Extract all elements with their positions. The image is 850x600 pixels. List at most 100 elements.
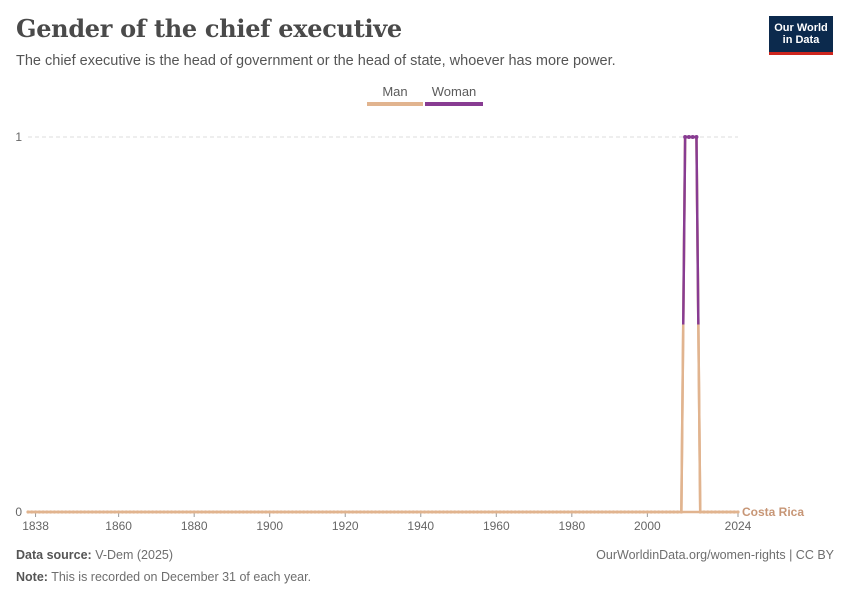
data-point-man — [668, 510, 672, 514]
data-point-man — [475, 510, 480, 514]
legend-item-man[interactable]: Man — [367, 84, 423, 106]
data-point-man — [619, 510, 623, 514]
chart-note: Note: This is recorded on December 31 of… — [16, 570, 311, 584]
data-point-man — [479, 510, 483, 514]
data-point-man — [509, 510, 514, 514]
chart-marks — [26, 135, 740, 514]
data-point-man — [313, 510, 317, 514]
data-point-man — [709, 510, 714, 514]
data-point-man — [551, 510, 555, 514]
data-point-man — [713, 510, 717, 514]
data-point-man — [219, 510, 223, 514]
data-point-man — [732, 510, 736, 514]
data-point-man — [336, 510, 340, 514]
data-point-man — [320, 510, 325, 514]
data-point-man — [203, 510, 208, 514]
data-point-man — [196, 510, 200, 514]
owid-logo[interactable]: Our World in Data — [769, 16, 833, 55]
data-point-man — [407, 510, 412, 514]
x-tick-label: 1880 — [181, 519, 208, 533]
legend-item-woman[interactable]: Woman — [425, 84, 483, 106]
data-point-man — [294, 510, 298, 514]
data-point-man — [64, 510, 68, 514]
data-point-man — [570, 510, 574, 514]
data-point-man — [151, 510, 155, 514]
data-point-man — [543, 510, 547, 514]
data-point-man — [487, 510, 491, 514]
data-point-man — [298, 510, 302, 514]
data-point-man — [271, 510, 276, 514]
data-point-man — [392, 510, 396, 514]
data-point-man — [249, 510, 253, 514]
data-point-man — [540, 510, 544, 514]
data-source-value[interactable]: V-Dem (2025) — [95, 548, 174, 562]
data-point-man — [207, 510, 211, 514]
y-tick-label: 0 — [15, 505, 22, 519]
data-point-man — [641, 510, 646, 514]
data-point-man — [305, 510, 310, 514]
data-point-man — [173, 510, 177, 514]
data-point-man — [728, 510, 733, 514]
data-point-man — [373, 510, 378, 514]
footer-url[interactable]: OurWorldinData.org/women-rights | CC BY — [596, 548, 834, 562]
data-point-man — [388, 510, 393, 514]
data-point-man — [268, 510, 272, 514]
data-point-man — [592, 510, 597, 514]
data-source: Data source: V-Dem (2025) — [16, 548, 173, 562]
data-point-man — [422, 510, 427, 514]
data-point-man — [706, 510, 710, 514]
data-point-man — [101, 510, 106, 514]
data-point-man — [623, 510, 627, 514]
data-point-man — [166, 510, 170, 514]
data-point-man — [33, 510, 38, 514]
data-point-man — [185, 510, 189, 514]
data-point-man — [98, 510, 102, 514]
data-point-man — [607, 510, 612, 514]
logo-line-1: Our World — [774, 22, 828, 34]
data-point-man — [430, 510, 434, 514]
data-point-man — [324, 510, 328, 514]
data-point-man — [381, 510, 385, 514]
data-point-man — [26, 510, 30, 514]
data-point-man — [177, 510, 181, 514]
data-point-man — [370, 510, 374, 514]
data-point-man — [275, 510, 279, 514]
data-point-man — [343, 510, 347, 514]
data-point-man — [577, 510, 581, 514]
data-point-man — [117, 510, 121, 514]
data-point-man — [513, 510, 517, 514]
legend-label-woman: Woman — [431, 84, 477, 99]
data-point-man — [675, 510, 680, 514]
data-point-man — [234, 510, 238, 514]
data-point-man — [426, 510, 430, 514]
data-point-man — [445, 510, 449, 514]
data-point-man — [717, 510, 721, 514]
data-point-man — [638, 510, 642, 514]
data-point-man — [302, 510, 306, 514]
woman-spike-upper — [681, 135, 700, 325]
data-point-man — [200, 510, 204, 514]
data-point-man — [385, 510, 389, 514]
data-point-man — [702, 510, 706, 514]
data-point-man — [279, 510, 283, 514]
data-point-man — [528, 510, 532, 514]
x-tick-label: 1838 — [22, 519, 49, 533]
data-point-woman — [683, 135, 688, 139]
data-point-man — [286, 510, 291, 514]
data-point-man — [79, 510, 83, 514]
data-point-man — [558, 510, 563, 514]
x-tick-label: 1940 — [407, 519, 434, 533]
x-tick-label: 1960 — [483, 519, 510, 533]
data-point-man — [260, 510, 264, 514]
data-point-man — [411, 510, 415, 514]
data-point-man — [453, 510, 457, 514]
data-point-man — [94, 510, 98, 514]
data-point-man — [328, 510, 332, 514]
data-point-man — [721, 510, 725, 514]
data-point-man — [192, 510, 196, 514]
data-point-man — [86, 510, 91, 514]
data-point-man — [653, 510, 657, 514]
data-point-man — [211, 510, 215, 514]
data-point-man — [366, 510, 370, 514]
